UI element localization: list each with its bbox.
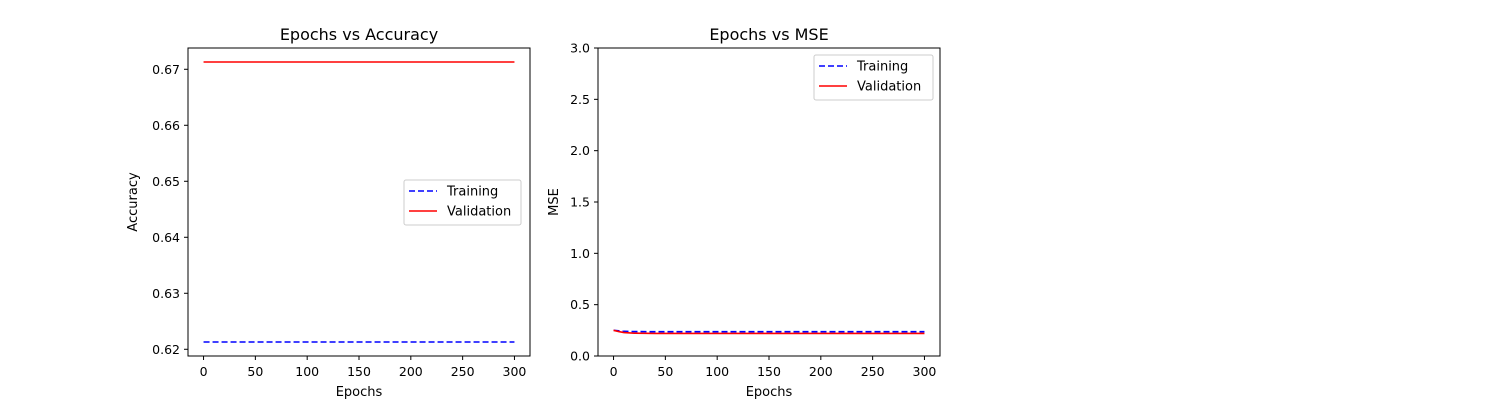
accuracy-x-tick-label: 300: [503, 364, 527, 379]
mse-series-training-line: [613, 329, 925, 333]
accuracy-x-tick-label: 200: [399, 364, 423, 379]
accuracy-y-axis-label: Accuracy: [126, 172, 141, 232]
mse-legend-label-validation: Validation: [857, 80, 921, 95]
accuracy-x-tick-label: 250: [451, 364, 475, 379]
mse-x-tick-label: 0: [610, 364, 618, 379]
accuracy-x-axis-label: Epochs: [336, 385, 383, 400]
accuracy-x-tick-label: 100: [295, 364, 319, 379]
accuracy-y-tick-label: 0.63: [152, 286, 180, 301]
accuracy-x-tick-label: 50: [247, 364, 263, 379]
accuracy-legend-label-validation: Validation: [447, 205, 511, 220]
mse-series-validation-line: [613, 329, 925, 335]
mse-x-axis-label: Epochs: [746, 385, 793, 400]
mse-y-tick-label: 0.0: [570, 349, 590, 364]
mse-x-tick-label: 250: [861, 364, 885, 379]
accuracy-chart-title: Epochs vs Accuracy: [280, 25, 438, 44]
mse-x-tick-label: 200: [809, 364, 833, 379]
mse-x-tick-label: 300: [913, 364, 937, 379]
mse-y-tick-label: 0.5: [570, 297, 590, 312]
accuracy-legend-box: [403, 179, 522, 226]
mse-y-tick-label: 3.0: [570, 41, 590, 56]
mse-chart: Epochs vs MSE Epochs MSE 0 50 100 150 200 250 300…: [547, 25, 941, 400]
mse-legend-box: [813, 54, 934, 101]
accuracy-y-tick-label: 0.62: [152, 342, 180, 357]
mse-chart-title: Epochs vs MSE: [709, 25, 828, 44]
accuracy-x-tick-label: 150: [347, 364, 371, 379]
mse-y-tick-label: 1.0: [570, 246, 590, 261]
accuracy-y-tick-label: 0.67: [152, 62, 180, 77]
mse-x-tick-label: 150: [757, 364, 781, 379]
mse-y-axis-label: MSE: [547, 188, 562, 216]
accuracy-legend: Training Validation: [403, 179, 522, 226]
mse-y-tick-label: 2.5: [570, 92, 590, 107]
mse-x-tick-label: 50: [657, 364, 673, 379]
accuracy-y-tick-label: 0.66: [152, 118, 180, 133]
accuracy-y-tick-label: 0.64: [152, 230, 180, 245]
accuracy-legend-label-training: Training: [446, 185, 498, 200]
mse-y-tick-label: 1.5: [570, 195, 590, 210]
mse-y-tick-label: 2.0: [570, 143, 590, 158]
mse-x-tick-label: 100: [705, 364, 729, 379]
mse-legend: Training Validation: [813, 54, 934, 101]
accuracy-chart: Epochs vs Accuracy Epochs Accuracy 0 50 100 15…: [126, 25, 531, 400]
accuracy-y-tick-label: 0.65: [152, 174, 180, 189]
mse-legend-label-training: Training: [856, 60, 908, 75]
accuracy-x-tick-label: 0: [200, 364, 208, 379]
